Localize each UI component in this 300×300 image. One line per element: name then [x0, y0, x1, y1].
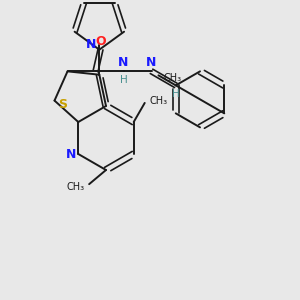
- Text: O: O: [95, 35, 106, 48]
- Text: N: N: [66, 148, 76, 160]
- Text: S: S: [58, 98, 67, 111]
- Text: CH₃: CH₃: [164, 74, 181, 83]
- Text: N: N: [146, 56, 157, 69]
- Text: CH₃: CH₃: [66, 182, 84, 192]
- Text: H: H: [120, 75, 128, 85]
- Text: N: N: [86, 38, 97, 51]
- Text: N: N: [118, 56, 129, 69]
- Text: CH₃: CH₃: [150, 96, 168, 106]
- Text: H: H: [172, 89, 180, 99]
